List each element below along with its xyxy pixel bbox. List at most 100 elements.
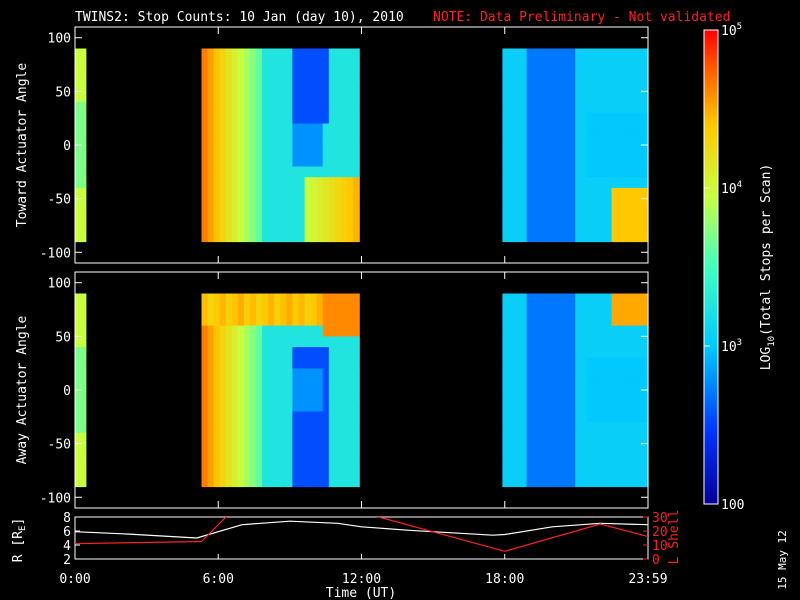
heatmap-cell — [353, 209, 360, 221]
heatmap-cell — [250, 390, 257, 402]
heatmap-cell — [231, 347, 239, 359]
heatmap-cell — [316, 390, 324, 402]
heatmap-cell — [641, 293, 649, 305]
heatmap-cell — [508, 134, 516, 146]
heatmap-cell — [225, 102, 233, 114]
heatmap-cell — [304, 293, 312, 305]
heatmap-cell — [532, 145, 540, 157]
heatmap-cell — [550, 390, 558, 402]
r-tick-label: 6 — [63, 525, 71, 540]
heatmap-cell — [286, 145, 294, 157]
heatmap-cell — [605, 177, 613, 189]
heatmap-cell — [508, 432, 516, 445]
heatmap-cell — [635, 187, 643, 200]
heatmap-cell — [623, 102, 631, 114]
heatmap-cell — [520, 134, 528, 146]
heatmap-cell — [268, 209, 275, 221]
heatmap-cell — [617, 293, 625, 305]
heatmap-cell — [262, 390, 269, 402]
heatmap-cell — [201, 145, 209, 157]
heatmap-cell — [201, 336, 209, 348]
heatmap-cell — [268, 134, 275, 146]
heatmap-cell — [623, 48, 631, 60]
heatmap-cell — [328, 187, 336, 200]
heatmap-cell — [274, 230, 281, 243]
heatmap-cell — [544, 112, 552, 125]
heatmap-cell — [532, 69, 540, 82]
heatmap-cell — [623, 443, 631, 455]
heatmap-cell — [635, 59, 643, 71]
heatmap-cell — [274, 177, 281, 189]
heatmap-cell — [629, 475, 637, 488]
heatmap-cell — [641, 411, 649, 423]
heatmap-cell — [641, 102, 649, 114]
heatmap-cell — [298, 368, 306, 380]
heatmap-cell — [231, 454, 239, 466]
heatmap-cell — [587, 432, 594, 445]
heatmap-cell — [623, 422, 631, 434]
heatmap-cell — [575, 411, 582, 423]
heatmap-cell — [304, 187, 312, 200]
heatmap-cell — [75, 145, 81, 157]
heatmap-cell — [298, 357, 306, 370]
heatmap-cell — [617, 432, 625, 445]
heatmap-cell — [514, 293, 522, 305]
heatmap-cell — [207, 443, 215, 455]
heatmap-cell — [244, 465, 251, 477]
heatmap-cell — [237, 432, 245, 445]
heatmap-cell — [231, 220, 239, 232]
heatmap-cell — [207, 422, 215, 434]
heatmap-cell — [563, 69, 570, 82]
heatmap-cell — [328, 123, 336, 135]
heatmap-cell — [569, 187, 576, 200]
heatmap-cell — [581, 209, 588, 221]
heatmap-cell — [334, 220, 342, 232]
r-tick-label: 8 — [63, 511, 71, 526]
heatmap-cell — [207, 166, 215, 178]
heatmap-cell — [575, 220, 582, 232]
heatmap-cell — [502, 314, 510, 327]
heatmap-cell — [563, 465, 570, 477]
heatmap-cell — [544, 198, 552, 210]
heatmap-cell — [635, 220, 643, 232]
heatmap-cell — [538, 347, 546, 359]
heatmap-cell — [347, 177, 354, 189]
heatmap-cell — [611, 443, 619, 455]
heatmap-cell — [304, 166, 312, 178]
heatmap-cell — [581, 198, 588, 210]
heatmap-cell — [635, 475, 643, 488]
heatmap-cell — [569, 112, 576, 125]
heatmap-cell — [508, 177, 516, 189]
heatmap-cell — [563, 368, 570, 380]
heatmap-cell — [213, 379, 221, 391]
heatmap-cell — [575, 177, 582, 189]
heatmap-cell — [316, 198, 324, 210]
heatmap-cell — [340, 304, 348, 316]
heatmap-cell — [322, 443, 330, 455]
heatmap-cell — [629, 145, 637, 157]
heatmap-cell — [328, 80, 336, 92]
heatmap-cell — [599, 293, 607, 305]
heatmap-cell — [219, 166, 227, 178]
heatmap-cell — [575, 422, 582, 434]
heatmap-cell — [334, 475, 342, 488]
heatmap-cell — [617, 368, 625, 380]
heatmap-cell — [629, 400, 637, 412]
heatmap-cell — [629, 134, 637, 146]
heatmap-cell — [316, 379, 324, 391]
heatmap-cell — [250, 400, 257, 412]
heatmap-cell — [641, 145, 649, 157]
heatmap-cell — [231, 145, 239, 157]
heatmap-cell — [292, 230, 300, 243]
heatmap-cell — [292, 379, 300, 391]
heatmap-cell — [219, 198, 227, 210]
heatmap-cell — [310, 465, 318, 477]
heatmap-cell — [340, 123, 348, 135]
heatmap-cell — [268, 347, 275, 359]
heatmap-cell — [274, 145, 281, 157]
heatmap-cell — [225, 59, 233, 71]
heatmap-cell — [244, 48, 251, 60]
heatmap-cell — [237, 91, 245, 103]
heatmap-cell — [244, 336, 251, 348]
heatmap-cell — [334, 325, 342, 337]
